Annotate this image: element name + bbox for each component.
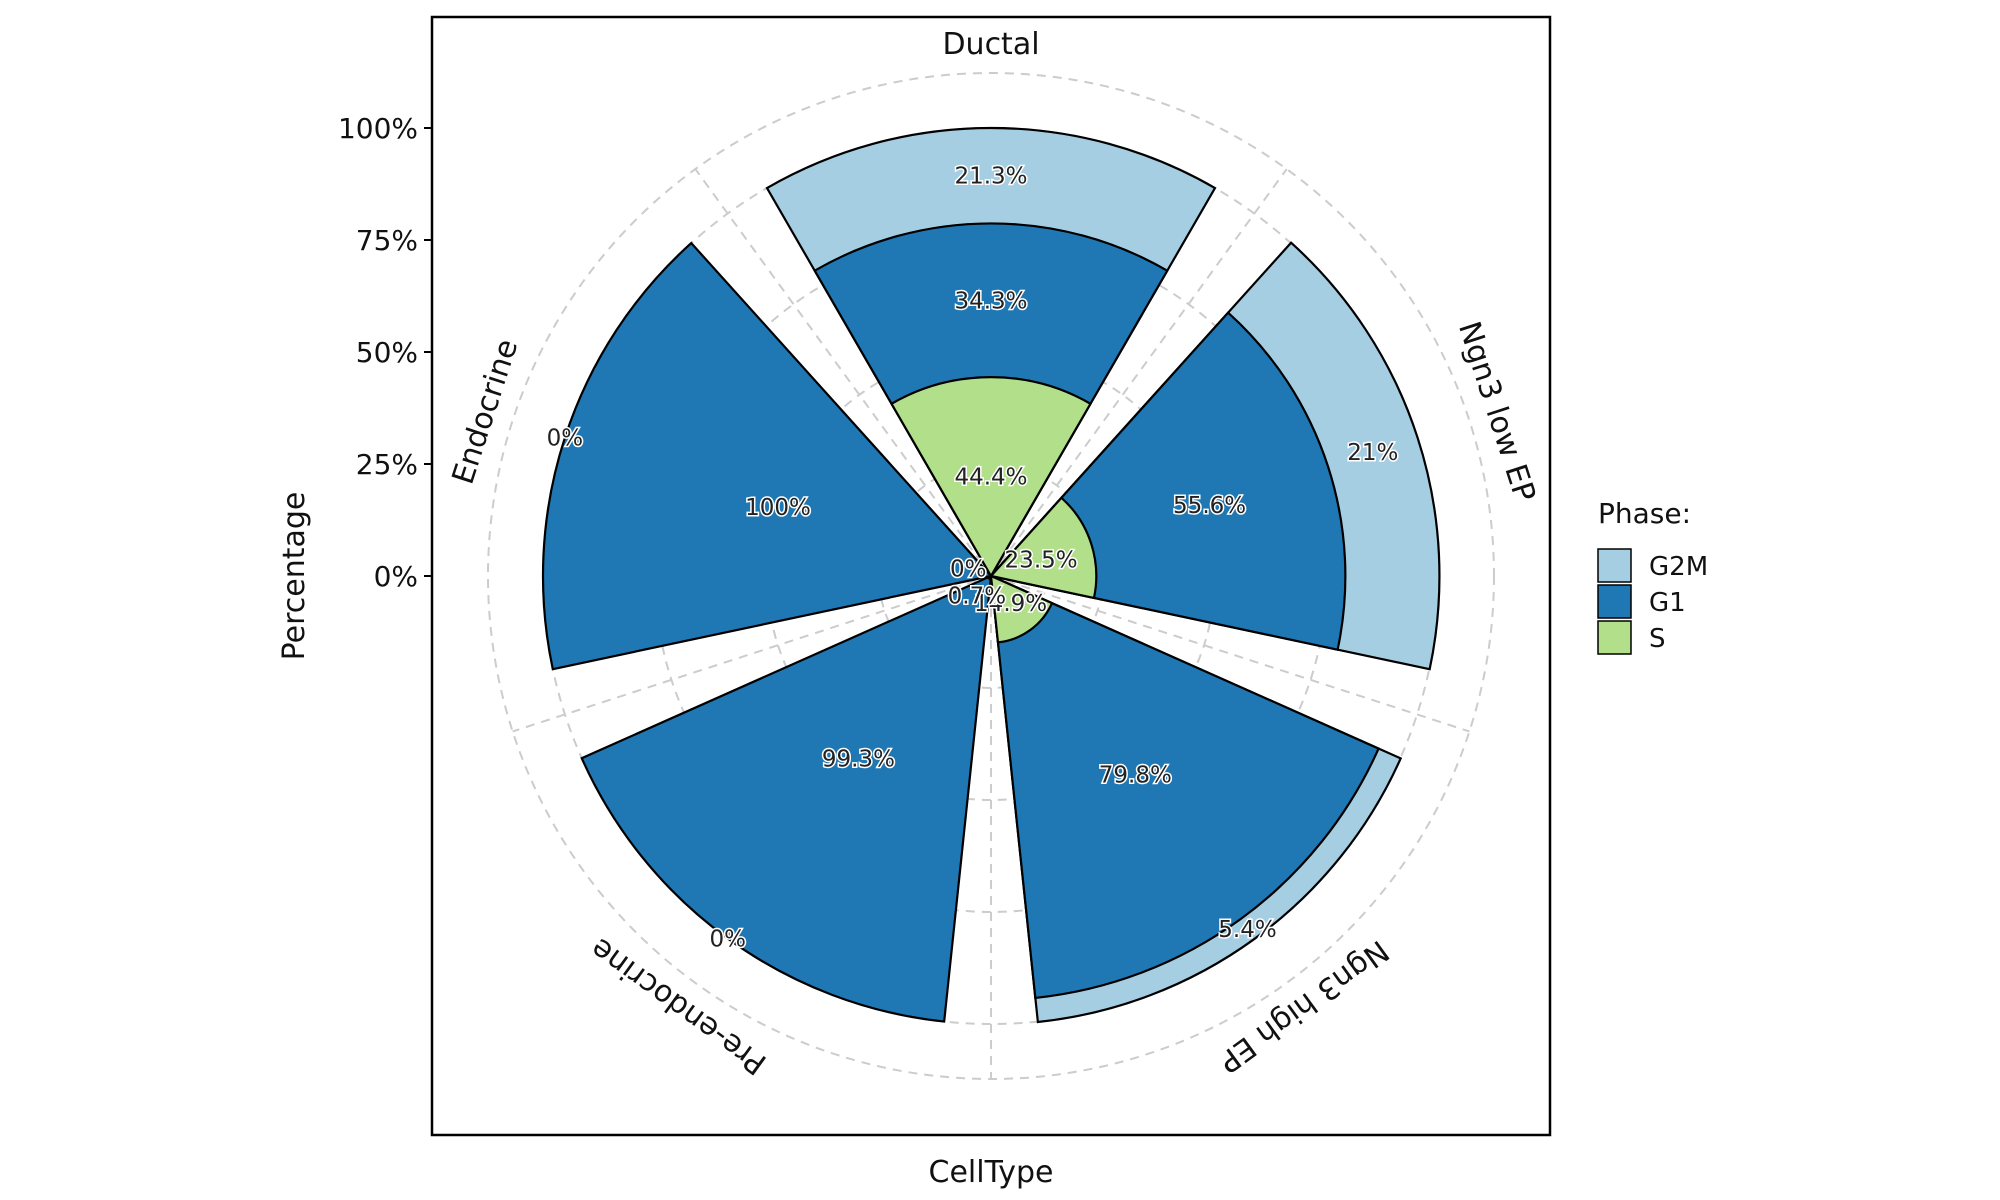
data-label-layer: 21.3% 34.3% 44.4% 21% 55.6% 23.5% 5.4% 79.8% 14.…	[545, 162, 1400, 954]
y-tick-label: 75%	[356, 224, 418, 257]
legend-item-g2m[interactable]: G2M	[1597, 548, 1708, 583]
legend: Phase: G2M G1 S	[1597, 497, 1708, 655]
legend-item-s[interactable]: S	[1597, 620, 1666, 655]
data-label-pre-endocrine-g2m: 0%	[709, 926, 746, 952]
data-label-ngn3-high-ep-s: 14.9%	[974, 591, 1047, 617]
data-label-ductal-g2m: 21.3%	[954, 164, 1027, 190]
bar-layer	[541, 126, 1441, 1024]
y-tick-label: 25%	[356, 448, 418, 481]
grid-spoke	[990, 168, 1288, 577]
bar-ngn3-high-ep-g1	[989, 574, 1381, 1000]
data-label-ngn3-low-ep-g1: 55.6%	[1173, 493, 1246, 519]
data-label-ductal-s: 44.4%	[954, 465, 1027, 491]
data-label-ngn3-low-ep-s: 23.5%	[1005, 548, 1078, 574]
legend-label-g2m: G2M	[1649, 552, 1708, 582]
y-tick-label: 50%	[356, 336, 418, 369]
legend-label-s: S	[1649, 624, 1666, 654]
grid-spoke	[512, 575, 992, 733]
data-label-pre-endocrine-s: 0.7%	[948, 583, 1006, 609]
data-label-endocrine-s: 0%	[950, 557, 987, 583]
bar-ngn3-low-ep-s	[988, 496, 1098, 600]
legend-title: Phase:	[1598, 497, 1691, 530]
legend-label-g1: G1	[1649, 588, 1686, 618]
y-tick-label: 0%	[374, 560, 418, 593]
legend-swatch-g2m	[1597, 548, 1632, 583]
data-label-ngn3-high-ep-g1: 79.8%	[1099, 763, 1172, 789]
data-label-endocrine-g1: 100%	[745, 495, 811, 521]
y-axis: 0% 25% 50% 75% 100%	[338, 112, 432, 593]
bar-pre-endocrine-g1	[580, 574, 993, 1023]
grid-spoke	[990, 575, 1470, 733]
x-axis-title: CellType	[929, 1155, 1054, 1190]
data-label-pre-endocrine-g1: 99.3%	[822, 747, 895, 773]
bar-ngn3-high-ep-s	[989, 574, 1054, 644]
legend-swatch-s	[1597, 620, 1632, 655]
category-label-ductal: Ductal	[942, 27, 1039, 62]
data-label-endocrine-g2m: 0%	[547, 426, 584, 452]
bar-ductal-s	[890, 375, 1092, 579]
data-label-ngn3-low-ep-g2m: 21%	[1347, 440, 1398, 466]
data-label-ductal-g1: 34.3%	[954, 288, 1027, 314]
bar-endocrine-g1	[541, 241, 994, 671]
legend-item-g1[interactable]: G1	[1597, 584, 1686, 619]
y-axis-title: Percentage	[277, 492, 312, 661]
y-tick-label: 100%	[338, 112, 418, 145]
grid-spoke	[694, 168, 992, 577]
legend-swatch-g1	[1597, 584, 1632, 619]
data-label-ngn3-high-ep-g2m: 5.4%	[1218, 917, 1276, 943]
